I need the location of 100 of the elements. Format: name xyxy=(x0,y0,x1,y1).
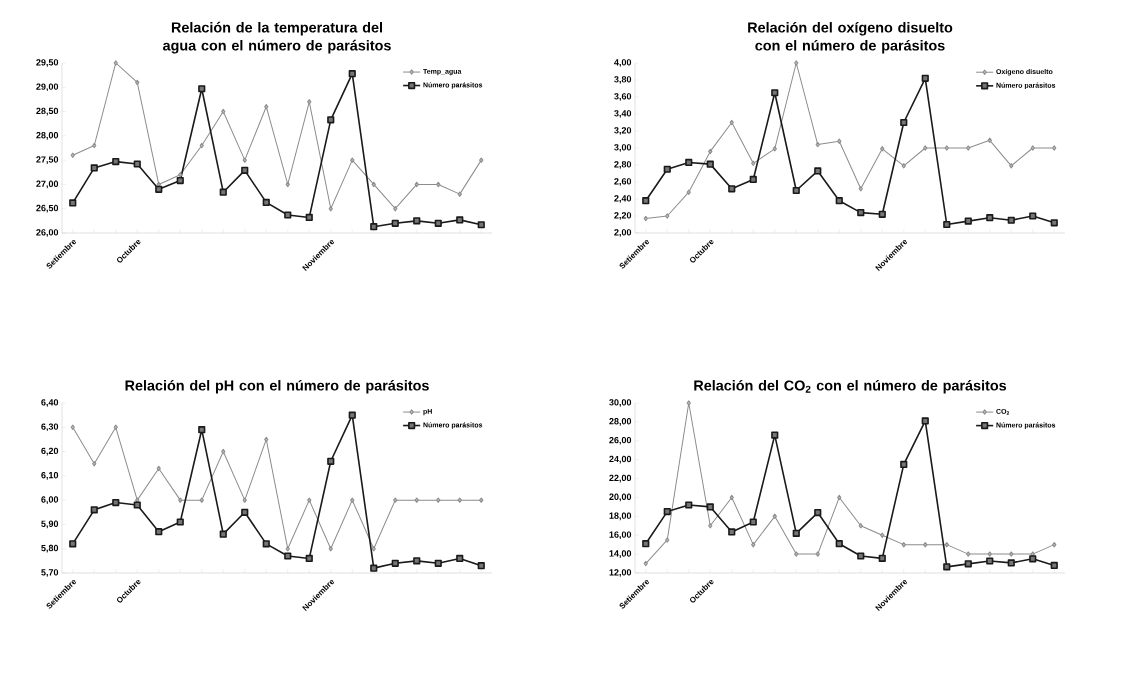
point xyxy=(264,104,269,110)
chart-title: Relación del pH con el número de parásitos xyxy=(125,379,429,394)
point xyxy=(199,142,204,149)
point xyxy=(880,532,885,538)
point xyxy=(479,497,484,503)
y-tick-label: 18,00 xyxy=(609,512,632,521)
point xyxy=(1052,145,1057,151)
point xyxy=(1030,145,1035,151)
point xyxy=(923,145,928,151)
y-tick-label: 24,00 xyxy=(609,455,632,464)
point xyxy=(921,417,929,425)
point xyxy=(305,213,313,222)
point xyxy=(901,541,906,548)
point xyxy=(751,160,756,166)
y-tick-label: 2,20 xyxy=(614,212,632,220)
point xyxy=(686,189,691,195)
y-tick-label: 3,60 xyxy=(614,93,632,101)
point xyxy=(837,138,842,144)
point xyxy=(241,166,249,174)
point xyxy=(90,506,98,514)
point xyxy=(943,563,951,571)
point xyxy=(307,99,312,105)
point xyxy=(792,186,800,195)
point xyxy=(198,426,206,434)
point xyxy=(391,219,399,227)
point xyxy=(900,118,908,127)
y-tick-label: 6,40 xyxy=(41,399,59,407)
y-tick-label: 2,60 xyxy=(614,178,632,186)
point xyxy=(901,163,906,169)
y-tick-label: 20,00 xyxy=(609,493,632,502)
point xyxy=(792,529,800,537)
point xyxy=(921,74,929,82)
point xyxy=(944,541,949,548)
y-tick-label: 22,00 xyxy=(609,474,632,483)
point xyxy=(350,497,355,503)
y-tick-label: 2,00 xyxy=(614,229,632,237)
point xyxy=(69,199,77,207)
point xyxy=(436,497,441,503)
point xyxy=(729,119,734,126)
y-tick-label: 26,50 xyxy=(36,204,59,213)
point xyxy=(794,60,799,66)
point xyxy=(285,546,290,552)
point xyxy=(686,400,691,406)
y-tick-label: 14,00 xyxy=(609,550,632,558)
y-tick-label: 27,00 xyxy=(36,180,59,189)
point xyxy=(350,157,355,163)
y-tick-label: 26,00 xyxy=(36,229,59,237)
y-tick-label: 3,80 xyxy=(614,76,632,84)
point xyxy=(327,457,335,465)
point xyxy=(457,497,462,503)
point xyxy=(944,145,949,151)
point xyxy=(794,551,799,557)
y-tick-label: 2,80 xyxy=(614,161,632,169)
chart-title: Relación de la temperatura del agua con el número de parásitos xyxy=(163,21,391,54)
y-tick-label: 29,50 xyxy=(36,59,59,67)
y-tick-label: 3,40 xyxy=(614,110,632,118)
point xyxy=(413,217,421,225)
point xyxy=(348,411,356,419)
point xyxy=(262,198,270,206)
point xyxy=(986,214,994,222)
y-tick-label: 30,00 xyxy=(609,399,632,407)
point xyxy=(156,465,161,472)
y-tick-label: 28,00 xyxy=(609,418,632,426)
point xyxy=(477,221,485,229)
point xyxy=(178,497,183,503)
point xyxy=(986,557,994,565)
point xyxy=(814,167,822,175)
point xyxy=(285,181,290,188)
point xyxy=(135,79,140,86)
point xyxy=(112,157,120,166)
point xyxy=(242,497,247,503)
point xyxy=(262,540,270,548)
point xyxy=(434,559,442,567)
point xyxy=(1029,555,1037,563)
point xyxy=(1009,551,1014,557)
point xyxy=(1050,219,1058,227)
point xyxy=(178,172,183,178)
point xyxy=(815,551,820,557)
point xyxy=(371,181,376,188)
point xyxy=(479,157,484,163)
point xyxy=(1007,559,1015,567)
y-tick-label: 3,00 xyxy=(614,144,632,152)
point xyxy=(414,497,419,503)
point xyxy=(706,503,714,511)
point xyxy=(434,219,442,227)
point xyxy=(772,146,777,152)
point xyxy=(772,513,777,520)
point xyxy=(70,152,75,158)
point xyxy=(90,164,98,172)
point xyxy=(665,213,670,219)
point xyxy=(1030,551,1035,557)
y-tick-label: 12,00 xyxy=(609,569,632,577)
point xyxy=(815,141,820,148)
point xyxy=(328,546,333,552)
point xyxy=(112,498,120,507)
point xyxy=(1052,541,1057,548)
point xyxy=(987,551,992,557)
point xyxy=(663,165,671,173)
point xyxy=(943,220,951,229)
y-tick-label: 5,90 xyxy=(41,520,59,529)
